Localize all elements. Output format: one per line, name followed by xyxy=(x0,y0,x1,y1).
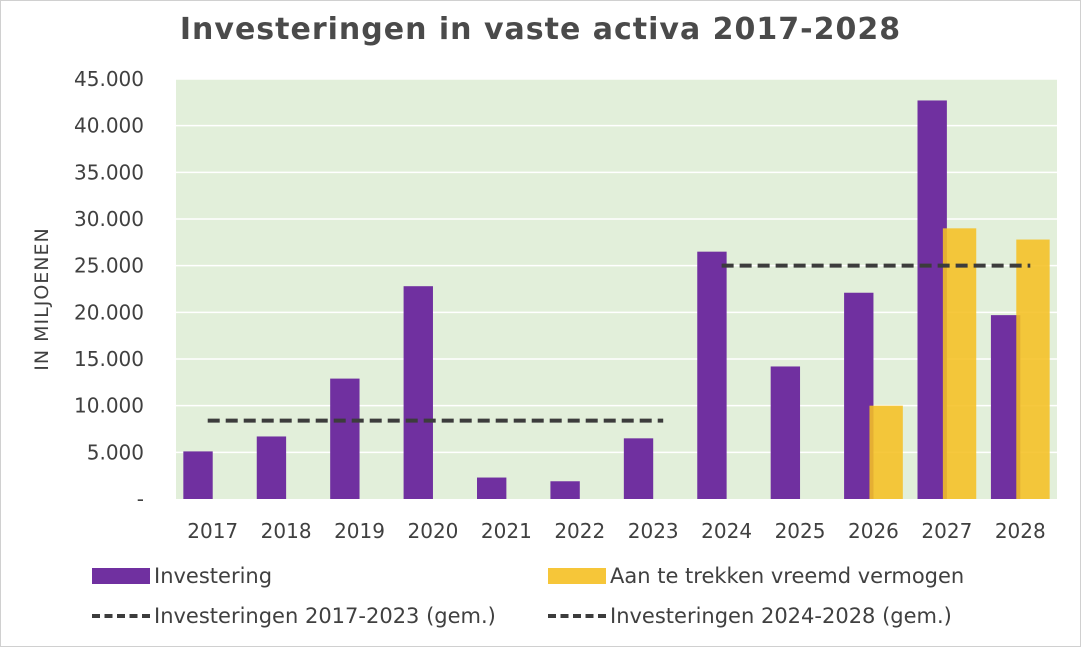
bar-investering xyxy=(770,366,801,499)
y-tick-label: 40.000 xyxy=(74,114,144,138)
bar-investering xyxy=(183,451,213,499)
y-tick-label: 30.000 xyxy=(74,207,144,231)
legend-label-investering: Investering xyxy=(154,564,273,588)
legend-label-vreemd-vermogen: Aan te trekken vreemd vermogen xyxy=(610,564,965,588)
y-tick-label: 5.000 xyxy=(87,440,144,464)
chart-title: Investeringen in vaste activa 2017-2028 xyxy=(179,12,902,47)
x-tick-label: 2017 xyxy=(187,519,238,543)
legend-label-gem-2017-2023: Investeringen 2017-2023 (gem.) xyxy=(154,604,496,628)
y-tick-label: 25.000 xyxy=(74,254,144,278)
legend-item-gem-2024-2028: Investeringen 2024-2028 (gem.) xyxy=(548,604,952,628)
legend-swatch-gem-2017-2023 xyxy=(92,614,150,618)
x-tick-label: 2022 xyxy=(554,519,605,543)
legend-label-gem-2024-2028: Investeringen 2024-2028 (gem.) xyxy=(610,604,952,628)
x-tick-label: 2020 xyxy=(408,519,459,543)
bar-investering xyxy=(917,100,947,499)
plot-area xyxy=(176,79,1057,499)
y-tick-label: 20.000 xyxy=(74,300,144,324)
bar-investering xyxy=(403,286,433,499)
x-tick-label: 2023 xyxy=(628,519,679,543)
y-tick-label: - xyxy=(137,487,144,511)
bar-vreemd-vermogen xyxy=(942,228,977,500)
x-tick-label: 2025 xyxy=(775,519,826,543)
legend-swatch-gem-2024-2028 xyxy=(548,614,606,618)
x-tick-label: 2026 xyxy=(848,519,899,543)
legend-swatch-vreemd-vermogen xyxy=(548,568,606,584)
bar-investering xyxy=(256,436,287,499)
legend-item-investering: Investering xyxy=(92,564,272,588)
y-tick-label: 10.000 xyxy=(74,394,144,418)
bar-investering xyxy=(330,378,360,499)
x-tick-label: 2021 xyxy=(481,519,532,543)
bar-vreemd-vermogen xyxy=(1016,239,1050,500)
x-tick-label: 2027 xyxy=(921,519,972,543)
y-tick-label: 15.000 xyxy=(74,347,144,371)
bar-vreemd-vermogen xyxy=(869,405,903,499)
y-tick-label: 35.000 xyxy=(74,160,144,184)
bar-investering xyxy=(477,477,507,499)
x-tick-label: 2019 xyxy=(334,519,385,543)
bar-investering xyxy=(990,315,1021,499)
legend-item-vreemd-vermogen: Aan te trekken vreemd vermogen xyxy=(548,564,964,588)
x-tick-label: 2024 xyxy=(701,519,752,543)
y-axis-label: IN MILJOENEN xyxy=(31,227,53,370)
legend-item-gem-2017-2023: Investeringen 2017-2023 (gem.) xyxy=(92,604,496,628)
y-tick-label: 45.000 xyxy=(74,67,144,91)
bar-investering xyxy=(550,481,580,499)
legend-swatch-investering xyxy=(92,568,150,584)
bar-investering xyxy=(697,251,727,499)
x-tick-label: 2028 xyxy=(995,519,1046,543)
bar-investering xyxy=(623,438,654,499)
x-tick-label: 2018 xyxy=(261,519,312,543)
bar-investering xyxy=(844,292,874,499)
